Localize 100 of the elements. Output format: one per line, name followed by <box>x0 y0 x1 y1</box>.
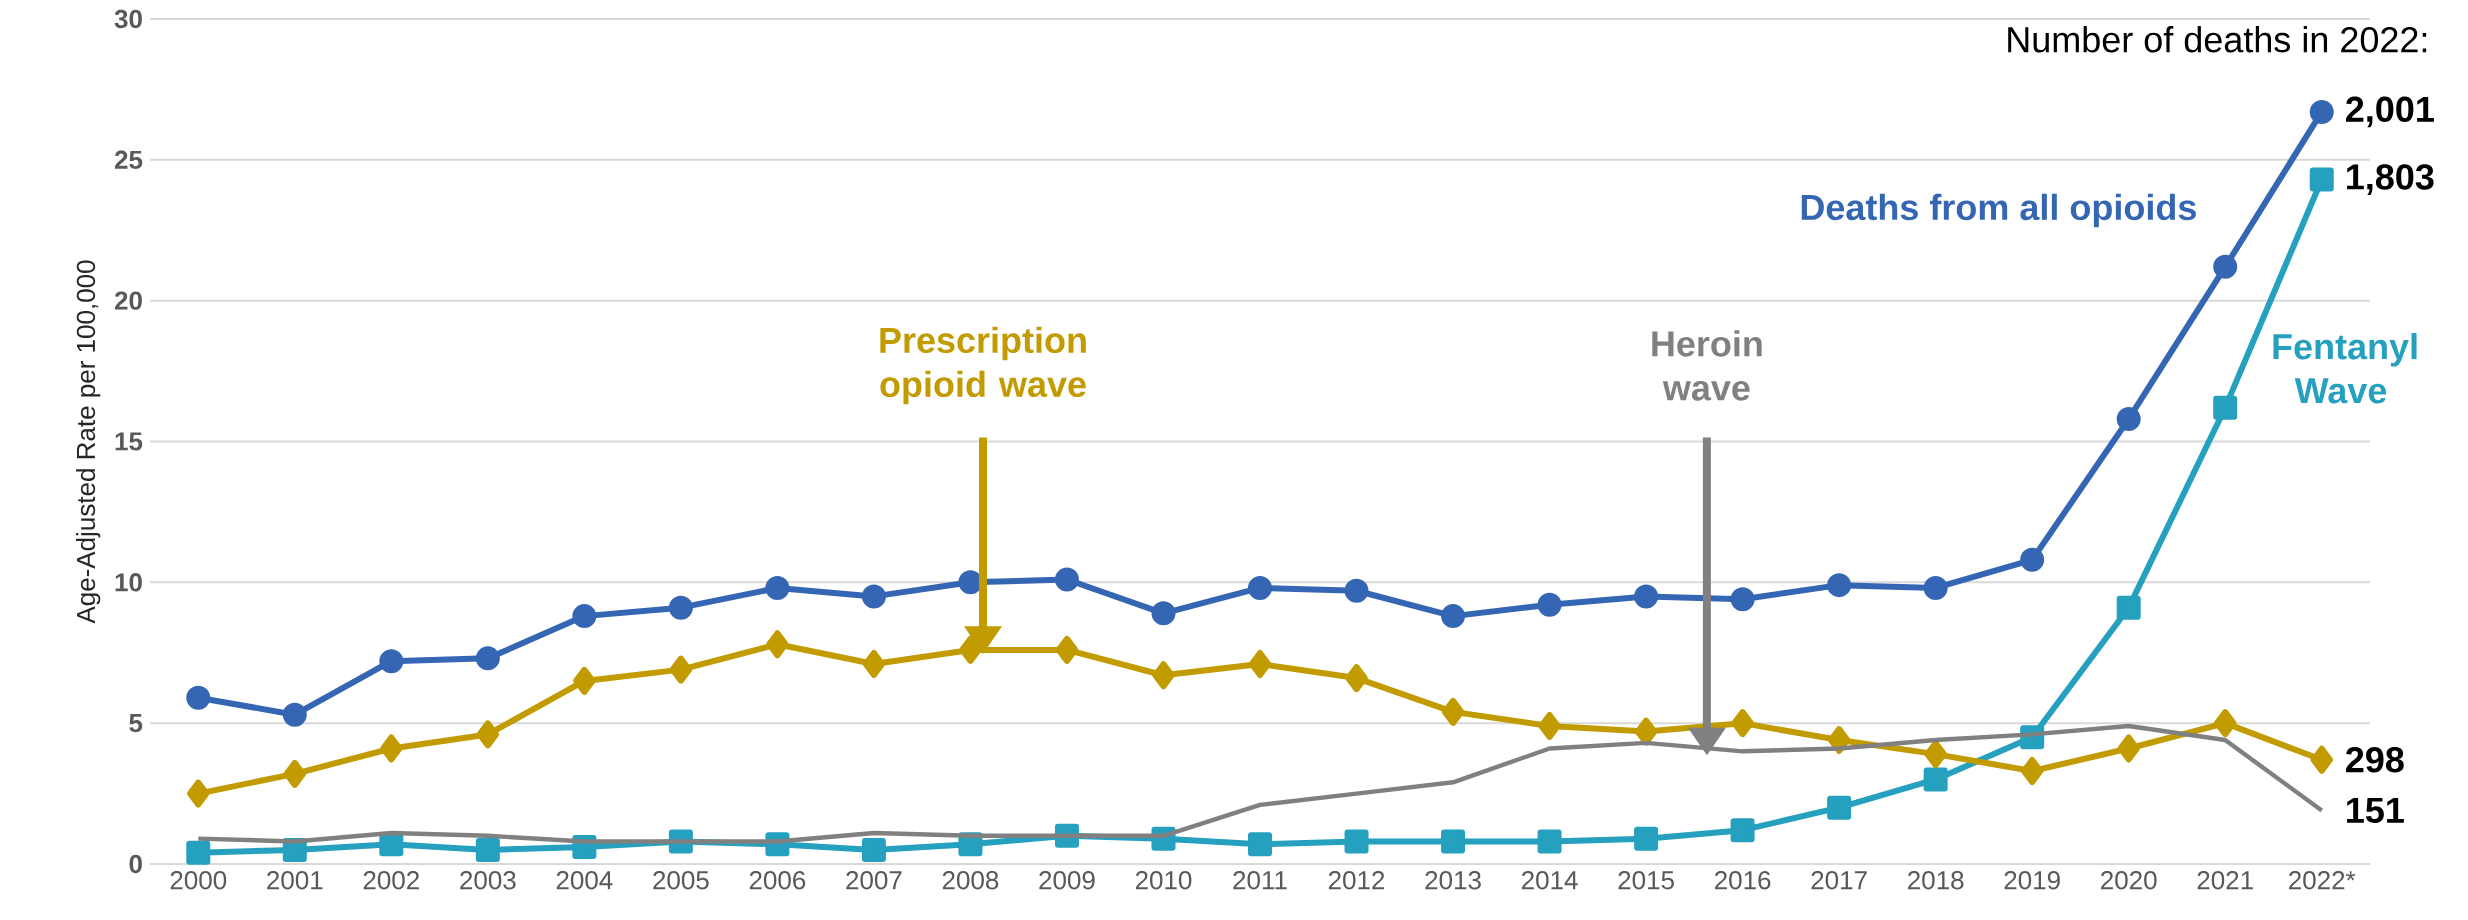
x-tick-label: 2005 <box>653 871 709 890</box>
x-tick-label: 2007 <box>846 871 902 890</box>
series-label: Deaths from all opioids <box>1801 193 2196 228</box>
annotation: Number of deaths in 2022: <box>2008 26 2427 53</box>
annotation: 151 <box>2347 797 2404 824</box>
x-tick-label: 2016 <box>1715 871 1771 890</box>
point <box>1730 818 1755 843</box>
point <box>1345 664 1368 693</box>
point <box>2020 547 2045 572</box>
point <box>2117 734 2140 763</box>
x-tick-label: 2001 <box>267 871 323 890</box>
point <box>2020 757 2044 786</box>
y-tick-label: 15 <box>115 432 143 451</box>
point <box>1248 832 1273 857</box>
point <box>2116 406 2141 431</box>
y-tick-label: 20 <box>114 291 142 310</box>
point <box>1923 575 1948 600</box>
point <box>1923 767 1948 792</box>
point <box>379 649 404 674</box>
y-tick-label: 0 <box>129 854 142 874</box>
point <box>766 630 789 659</box>
point <box>2213 395 2238 420</box>
x-tick-label: 2022* <box>2289 871 2356 890</box>
y-tick-label: 10 <box>115 573 142 592</box>
x-tick-label: 2017 <box>1811 871 1867 890</box>
point <box>2309 99 2334 124</box>
point <box>1634 717 1658 746</box>
text: Heroin wave <box>1652 330 1762 401</box>
point <box>2309 167 2334 192</box>
point <box>668 595 693 620</box>
point <box>1731 709 1754 738</box>
point <box>1730 587 1755 612</box>
point <box>862 650 886 678</box>
point <box>1827 795 1852 820</box>
point <box>2213 254 2238 279</box>
point <box>1924 740 1947 769</box>
x-tick-label: 2015 <box>1618 871 1674 890</box>
point <box>1634 584 1659 609</box>
annotation: 298 <box>2346 747 2404 773</box>
point <box>380 734 403 763</box>
point <box>1152 661 1175 690</box>
y-tick-label: 25 <box>114 150 143 170</box>
point <box>1537 829 1562 854</box>
x-tick-label: 2006 <box>749 871 806 890</box>
point <box>186 840 211 865</box>
point <box>1634 826 1659 851</box>
point <box>573 666 596 695</box>
point <box>1151 601 1176 626</box>
x-tick-label: 2011 <box>1233 871 1287 890</box>
point <box>1344 829 1369 854</box>
point <box>572 604 597 629</box>
x-tick-label: 2008 <box>942 871 999 890</box>
point <box>2213 709 2237 738</box>
point <box>2116 595 2141 620</box>
point <box>1441 697 1465 726</box>
point <box>861 837 886 862</box>
point <box>1538 711 1561 740</box>
point <box>187 779 210 808</box>
x-tick-label: 2002 <box>363 871 419 890</box>
point <box>1248 650 1272 678</box>
point <box>1827 726 1851 755</box>
point <box>959 635 982 664</box>
point <box>765 575 790 600</box>
x-tick-label: 2004 <box>556 871 613 890</box>
annotation: 2,001 <box>2346 96 2434 128</box>
x-tick-label: 2009 <box>1039 871 1095 890</box>
point <box>2310 745 2333 774</box>
point <box>1054 567 1079 592</box>
annotation: 1,803 <box>2347 164 2434 195</box>
point <box>1055 635 1079 664</box>
point <box>475 837 500 862</box>
x-tick-label: 2013 <box>1425 871 1481 890</box>
y-tick-label: 30 <box>114 9 142 29</box>
x-tick-label: 2021 <box>2197 871 2253 890</box>
series-label: Fentanyl Wave <box>2273 333 2417 404</box>
point <box>861 584 886 609</box>
y-axis-title: Age-Adjusted Rate per 100,000 <box>76 260 101 624</box>
text: Prescription opioid wave <box>880 326 1086 405</box>
x-tick-label: 2003 <box>460 871 516 890</box>
x-tick-label: 2012 <box>1328 871 1385 890</box>
point <box>1537 592 1562 617</box>
point <box>1344 578 1369 603</box>
point <box>282 702 307 727</box>
point <box>1441 604 1466 629</box>
point <box>1248 575 1273 600</box>
x-tick-label: 2018 <box>1908 871 1964 890</box>
point <box>1441 829 1466 854</box>
x-tick-label: 2014 <box>1521 871 1578 890</box>
x-tick-label: 2010 <box>1135 871 1192 890</box>
x-tick-label: 2019 <box>2004 871 2060 890</box>
y-tick-label: 5 <box>129 714 143 733</box>
point <box>186 685 211 710</box>
point <box>476 720 500 749</box>
point <box>669 655 693 684</box>
point <box>283 759 307 788</box>
x-tick-label: 2000 <box>170 871 227 890</box>
x-tick-label: 2020 <box>2101 871 2157 890</box>
point <box>475 646 500 671</box>
point <box>379 832 404 857</box>
point <box>1827 573 1852 598</box>
